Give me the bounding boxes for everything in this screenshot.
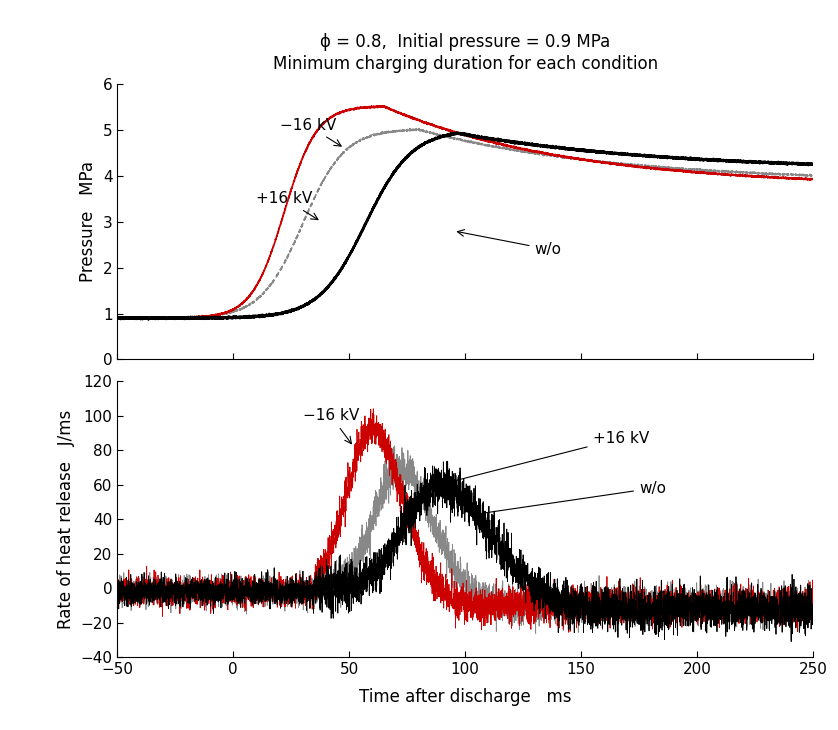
- Y-axis label: Pressure   MPa: Pressure MPa: [79, 161, 97, 283]
- Text: w/o: w/o: [469, 481, 666, 518]
- Text: −16 kV: −16 kV: [280, 118, 341, 146]
- Text: +16 kV: +16 kV: [422, 431, 649, 491]
- Text: −16 kV: −16 kV: [303, 408, 359, 444]
- Text: w/o: w/o: [458, 230, 561, 257]
- Text: +16 kV: +16 kV: [256, 191, 318, 220]
- Text: Minimum charging duration for each condition: Minimum charging duration for each condi…: [272, 55, 658, 73]
- Y-axis label: Rate of heat release   J/ms: Rate of heat release J/ms: [57, 410, 75, 629]
- X-axis label: Time after discharge   ms: Time after discharge ms: [359, 688, 572, 706]
- Text: ϕ = 0.8,  Initial pressure = 0.9 MPa: ϕ = 0.8, Initial pressure = 0.9 MPa: [320, 34, 610, 51]
